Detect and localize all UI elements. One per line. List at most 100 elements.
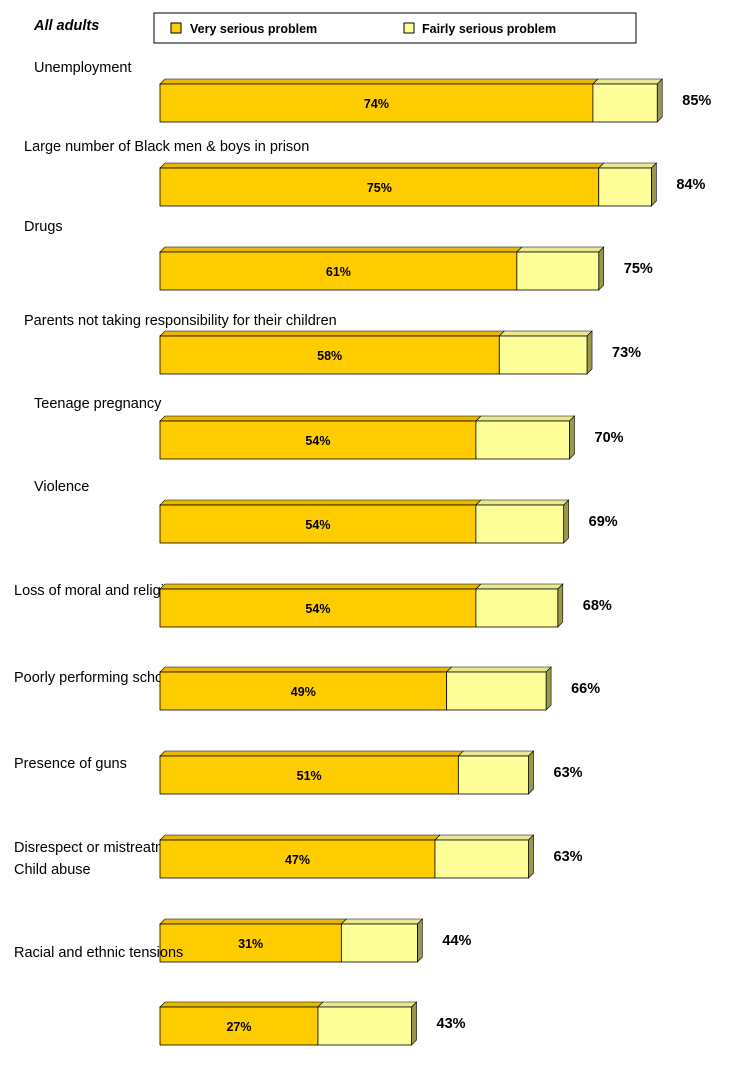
total-label: 68% bbox=[583, 598, 612, 614]
category-label: Violence bbox=[34, 479, 89, 495]
data-label: 54% bbox=[305, 602, 330, 616]
legend: Very serious problem Fairly serious prob… bbox=[153, 12, 637, 44]
bar-very-serious bbox=[159, 167, 600, 207]
bar-very-serious bbox=[159, 588, 477, 628]
bar-top-fairly bbox=[317, 1001, 418, 1008]
category-label: Large number of Black men & boys in pris… bbox=[24, 139, 309, 155]
total-label: 75% bbox=[624, 261, 653, 277]
bar-top-fairly bbox=[592, 78, 663, 85]
bar-fairly-serious bbox=[457, 755, 529, 795]
legend-box bbox=[153, 12, 637, 44]
chart-subtitle: All adults bbox=[33, 18, 99, 34]
data-label: 47% bbox=[285, 853, 310, 867]
bar-side bbox=[417, 918, 423, 963]
data-label: 75% bbox=[367, 181, 392, 195]
bar-side bbox=[411, 1001, 417, 1046]
data-label: 74% bbox=[364, 97, 389, 111]
data-label: 31% bbox=[238, 937, 263, 951]
bar-side bbox=[598, 246, 605, 291]
bar-fairly-serious bbox=[475, 420, 570, 460]
bars-group: Unemployment 74% 85% Large number of Black … bbox=[14, 60, 711, 1046]
bar-top-very bbox=[159, 415, 482, 422]
bar-very-serious bbox=[159, 1006, 319, 1046]
bar-very-serious bbox=[159, 251, 518, 291]
category-label: Child abuse bbox=[14, 862, 91, 878]
bar-fairly-serious bbox=[592, 83, 658, 123]
data-label: 49% bbox=[291, 685, 316, 699]
bar-fairly-serious bbox=[340, 923, 418, 963]
data-label: 61% bbox=[326, 265, 351, 279]
total-label: 63% bbox=[554, 765, 583, 781]
total-label: 73% bbox=[612, 345, 641, 361]
bar-top-fairly bbox=[516, 246, 605, 253]
bar-fairly-serious bbox=[598, 167, 652, 207]
bar-very-serious bbox=[159, 671, 448, 711]
bar-side bbox=[545, 666, 552, 711]
bar-top-fairly bbox=[457, 750, 535, 757]
category-label: Racial and ethnic tensions bbox=[14, 945, 183, 961]
bar-top-very bbox=[159, 162, 605, 169]
total-label: 85% bbox=[682, 93, 711, 109]
bar-top-very bbox=[159, 330, 506, 337]
bar-top-very bbox=[159, 666, 453, 673]
bar-side bbox=[528, 834, 534, 879]
bar-top-fairly bbox=[434, 834, 535, 841]
legend-swatch-very bbox=[170, 22, 182, 34]
total-label: 70% bbox=[595, 430, 624, 446]
bar-side bbox=[528, 750, 534, 795]
bar-side bbox=[563, 499, 569, 544]
legend-label-very: Very serious problem bbox=[190, 22, 317, 36]
category-label: Parents not taking responsibility for th… bbox=[24, 313, 337, 329]
bar-top-very bbox=[159, 78, 599, 85]
bar-side bbox=[569, 415, 575, 460]
data-label: 51% bbox=[297, 769, 322, 783]
total-label: 66% bbox=[571, 681, 600, 697]
bar-side bbox=[557, 583, 564, 628]
bar-top-fairly bbox=[445, 666, 552, 673]
bar-very-serious bbox=[159, 755, 459, 795]
category-label: Presence of guns bbox=[14, 756, 127, 772]
category-label: Drugs bbox=[24, 219, 63, 235]
bar-top-very bbox=[159, 918, 348, 925]
data-label: 54% bbox=[305, 434, 330, 448]
data-label: 54% bbox=[305, 518, 330, 532]
bar-fairly-serious bbox=[475, 504, 565, 544]
bar-top-fairly bbox=[475, 583, 564, 590]
bar-fairly-serious bbox=[446, 671, 547, 711]
total-label: 84% bbox=[676, 177, 705, 193]
bar-very-serious bbox=[159, 839, 436, 879]
bar-very-serious bbox=[159, 83, 594, 123]
bar-top-very bbox=[159, 246, 523, 253]
bar-top-fairly bbox=[598, 162, 658, 169]
bar-very-serious bbox=[159, 504, 477, 544]
category-label: Unemployment bbox=[34, 60, 132, 76]
bar-top-very bbox=[159, 750, 465, 757]
bar-fairly-serious bbox=[434, 839, 529, 879]
total-label: 63% bbox=[554, 849, 583, 865]
bar-very-serious bbox=[159, 923, 342, 963]
bar-side bbox=[651, 162, 657, 207]
bar-top-very bbox=[159, 834, 441, 841]
data-label: 27% bbox=[226, 1020, 251, 1034]
bar-top-very bbox=[159, 1001, 324, 1008]
category-label: Teenage pregnancy bbox=[34, 396, 162, 412]
data-label: 58% bbox=[317, 349, 342, 363]
bar-top-fairly bbox=[340, 918, 424, 925]
bar-top-fairly bbox=[475, 415, 576, 422]
bar-top-very bbox=[159, 499, 482, 506]
bar-top-very bbox=[159, 583, 482, 590]
bar-fairly-serious bbox=[317, 1006, 412, 1046]
bar-fairly-serious bbox=[475, 588, 559, 628]
bar-very-serious bbox=[159, 335, 500, 375]
bar-fairly-serious bbox=[516, 251, 600, 291]
total-label: 43% bbox=[437, 1016, 466, 1032]
legend-label-fairly: Fairly serious problem bbox=[422, 22, 556, 36]
total-label: 69% bbox=[589, 514, 618, 530]
bar-side bbox=[656, 78, 663, 123]
bar-top-fairly bbox=[498, 330, 593, 337]
legend-swatch-fairly bbox=[403, 22, 415, 34]
category-label: Poorly performing schools bbox=[14, 670, 182, 686]
bar-side bbox=[586, 330, 593, 375]
bar-top-fairly bbox=[475, 499, 570, 506]
